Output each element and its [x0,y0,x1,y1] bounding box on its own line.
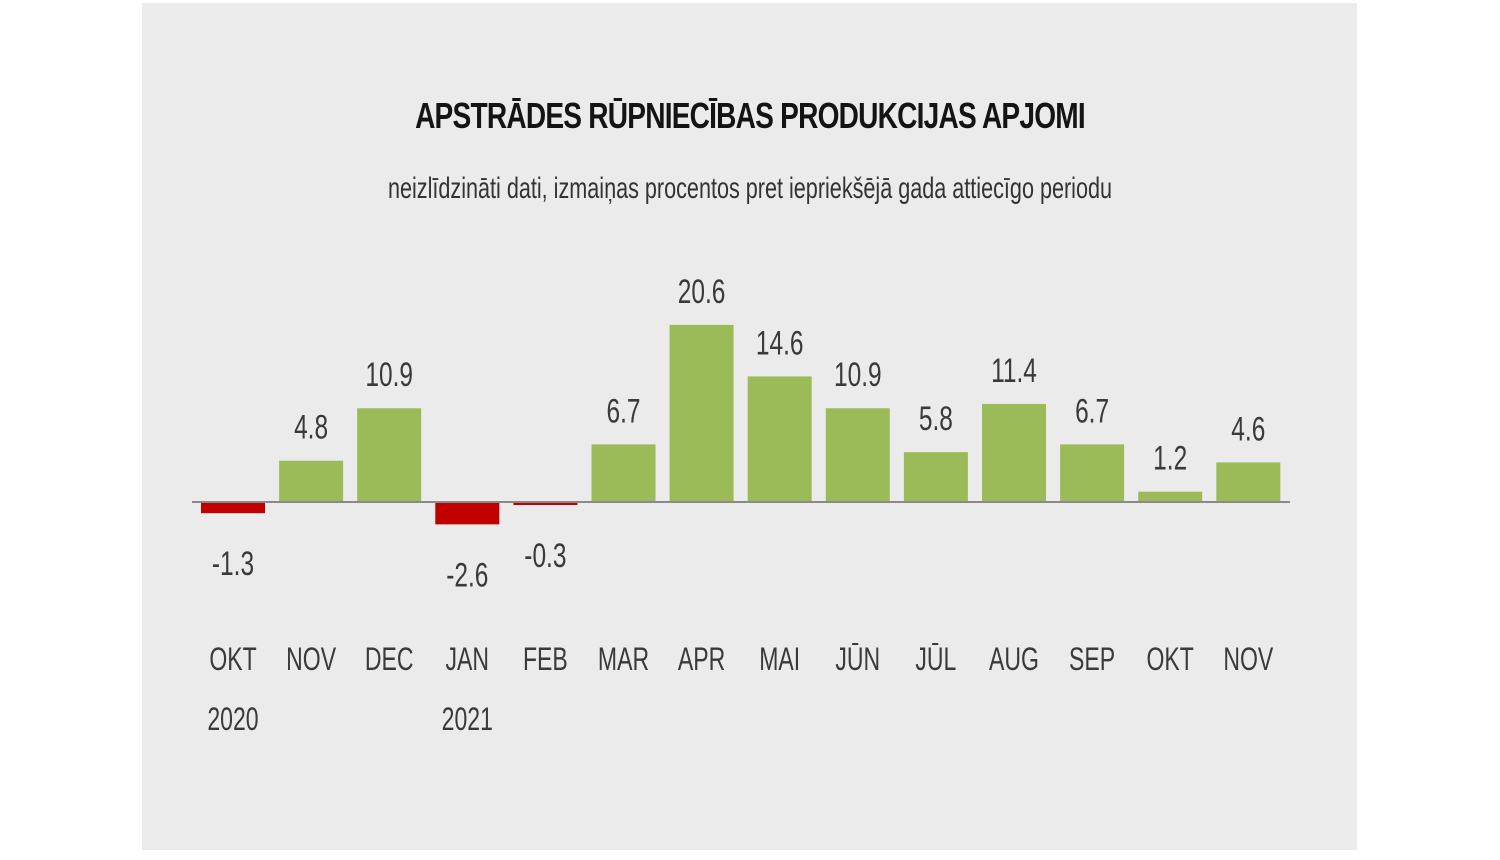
bar-okt-12 [1138,491,1203,502]
category-label: DEC [365,641,414,677]
value-label: 1.2 [1153,440,1187,478]
value-label: 14.6 [756,325,804,363]
value-label: 10.9 [365,356,413,394]
category-label: AUG [989,641,1039,677]
category-label: APR [678,641,725,677]
category-label: MAR [598,641,649,677]
value-label: 11.4 [991,352,1037,390]
bar-mai-7 [747,376,812,502]
value-label: 5.8 [919,400,953,438]
category-label: NOV [286,641,336,677]
category-label: OKT [1147,641,1194,677]
value-label: 10.9 [834,356,882,394]
category-label: JAN [446,641,490,677]
category-label: JŪL [915,641,956,677]
value-label: 6.7 [606,393,640,431]
bar-dec-2 [357,408,422,502]
bar-jan-3 [435,502,500,525]
bar-nov-13 [1216,462,1281,502]
bar-feb-4 [513,502,578,505]
category-label: JŪN [835,641,880,677]
category-label: SEP [1069,641,1115,677]
category-label: MAI [759,641,800,677]
bar-sep-11 [1060,444,1125,502]
bar-apr-6 [669,324,734,502]
category-label: OKT [209,641,256,677]
value-label: -2.6 [446,557,488,595]
bar-jūl-9 [903,452,968,502]
value-label: 6.7 [1075,393,1109,431]
bar-okt-0 [201,502,265,514]
year-label: 2020 [207,701,258,737]
category-label: NOV [1223,641,1273,677]
value-label: -0.3 [524,537,566,575]
value-label: 4.6 [1231,411,1265,449]
bar-jūn-8 [825,408,890,502]
category-label: FEB [523,641,568,677]
bar-aug-10 [982,403,1046,502]
bar-nov-1 [279,460,344,502]
bar-mar-5 [591,444,656,502]
value-label: 20.6 [678,273,726,311]
value-label: -1.3 [212,545,254,583]
chart-title: APSTRĀDES RŪPNIECĪBAS PRODUKCIJAS APJOMI [415,95,1086,136]
chart-subtitle: neizlīdzināti dati, izmaiņas procentos p… [387,172,1113,205]
value-label: 4.8 [294,409,328,447]
year-label: 2021 [442,701,493,737]
